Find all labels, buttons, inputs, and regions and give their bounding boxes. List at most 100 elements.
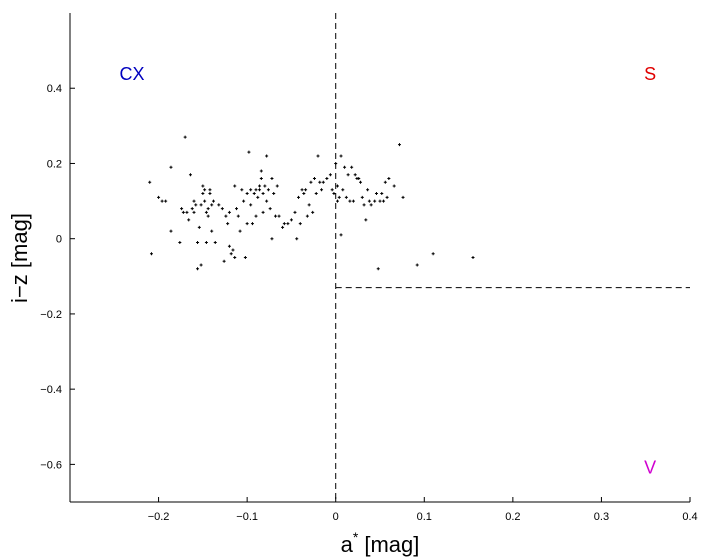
x-axis-title-main: a	[341, 532, 354, 557]
data-point-53	[243, 256, 247, 259]
data-point-28	[204, 240, 208, 244]
data-point-6	[169, 165, 173, 169]
data-point-77	[272, 192, 276, 196]
data-point-12	[187, 218, 191, 222]
y-axis-title: i−z [mag]	[7, 213, 32, 303]
data-point-18	[196, 240, 200, 244]
data-point-49	[236, 214, 240, 218]
data-point-35	[211, 199, 215, 203]
data-point-115	[346, 173, 350, 177]
data-point-3	[160, 199, 164, 203]
data-point-43	[227, 210, 231, 214]
data-point-19	[196, 267, 200, 271]
data-point-70	[263, 184, 267, 188]
data-point-130	[374, 192, 378, 196]
data-point-41	[226, 222, 230, 226]
data-point-71	[265, 154, 269, 158]
y-tick-label-4: −0.4	[40, 384, 62, 396]
x-tick-label-0: −0.2	[148, 511, 170, 523]
data-point-34	[210, 229, 214, 233]
data-point-87	[297, 195, 301, 199]
data-point-54	[245, 222, 249, 226]
data-point-121	[357, 177, 361, 181]
data-point-20	[197, 225, 201, 229]
data-point-108	[335, 199, 339, 203]
data-point-45	[231, 248, 235, 252]
data-point-89	[300, 188, 304, 192]
data-point-102	[325, 177, 329, 181]
data-point-22	[199, 203, 203, 207]
data-point-72	[265, 199, 269, 203]
data-point-2	[157, 195, 161, 199]
data-point-48	[235, 207, 239, 211]
y-tick-label-0: 0.4	[47, 83, 62, 95]
data-point-44	[229, 252, 233, 256]
data-point-83	[286, 222, 290, 226]
data-point-47	[233, 256, 237, 259]
data-point-17	[194, 203, 198, 207]
data-point-90	[302, 192, 306, 196]
data-point-82	[282, 222, 286, 226]
data-point-32	[208, 188, 212, 192]
data-point-126	[366, 188, 370, 192]
data-point-91	[304, 188, 308, 192]
x-tick-label-1: −0.1	[236, 511, 258, 523]
data-point-97	[314, 192, 318, 196]
data-point-56	[247, 150, 251, 154]
data-point-96	[312, 177, 316, 181]
data-point-0	[148, 180, 152, 184]
data-point-92	[305, 214, 309, 218]
data-point-75	[270, 177, 274, 181]
data-point-58	[249, 203, 253, 207]
data-point-133	[380, 192, 384, 196]
data-point-124	[362, 203, 366, 207]
x-tick-label-3: 0.1	[417, 511, 432, 523]
data-point-73	[266, 188, 270, 192]
data-point-132	[378, 199, 382, 203]
data-point-103	[328, 173, 332, 177]
data-point-139	[397, 143, 401, 147]
data-point-21	[199, 263, 203, 267]
data-point-101	[321, 180, 325, 184]
data-point-11	[185, 210, 189, 214]
data-point-142	[431, 252, 435, 256]
data-point-42	[227, 244, 231, 248]
data-point-105	[332, 192, 336, 196]
data-point-84	[289, 218, 293, 222]
data-point-5	[169, 229, 173, 233]
data-point-7	[178, 240, 182, 244]
x-tick-label-6: 0.4	[682, 511, 697, 523]
data-point-33	[210, 203, 214, 207]
data-point-74	[268, 207, 272, 211]
data-point-94	[309, 180, 313, 184]
data-point-134	[382, 199, 386, 203]
data-point-26	[203, 199, 207, 203]
data-point-29	[206, 214, 210, 218]
data-point-66	[259, 177, 263, 181]
data-point-16	[192, 199, 196, 203]
data-point-68	[261, 192, 265, 196]
data-point-63	[256, 195, 260, 199]
data-point-116	[348, 199, 352, 203]
data-points	[148, 135, 475, 271]
data-point-38	[220, 207, 224, 211]
y-tick-label-5: −0.6	[40, 459, 62, 471]
data-point-39	[222, 259, 226, 263]
data-point-99	[318, 180, 322, 184]
data-point-79	[275, 184, 279, 188]
data-point-112	[341, 188, 345, 192]
data-point-104	[330, 188, 334, 192]
x-axis-title-unit: [mag]	[364, 532, 419, 557]
data-point-136	[385, 195, 389, 199]
data-point-100	[320, 188, 324, 192]
data-point-122	[359, 180, 363, 184]
data-point-127	[367, 199, 371, 203]
region-label-s: S	[644, 64, 656, 84]
data-point-129	[373, 199, 377, 203]
data-point-109	[337, 195, 341, 199]
data-point-8	[180, 207, 184, 211]
x-tick-label-5: 0.3	[594, 511, 609, 523]
y-tick-label-3: −0.2	[40, 309, 62, 321]
data-point-67	[259, 169, 263, 173]
